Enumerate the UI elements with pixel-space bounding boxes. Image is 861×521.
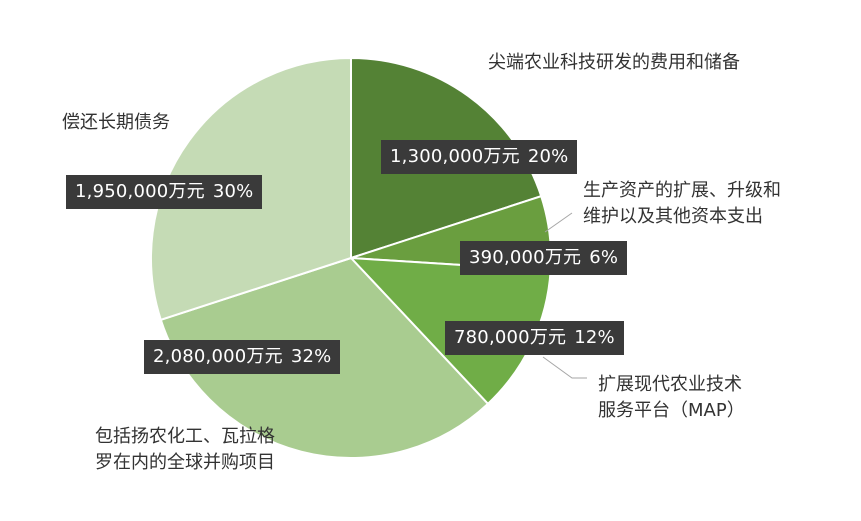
category-label-line: 尖端农业科技研发的费用和储备 — [488, 52, 740, 73]
data-label-1: 390,000万元 6% — [460, 241, 628, 275]
category-label-line: 扩展现代农业技术 — [598, 374, 742, 395]
category-label-line: 生产资产的扩展、升级和 — [583, 180, 781, 201]
category-label-0: 尖端农业科技研发的费用和储备 — [488, 50, 740, 76]
data-label-value: 780,000万元 — [454, 327, 567, 348]
category-label-line: 服务平台（MAP） — [598, 400, 745, 421]
data-label-value: 2,080,000万元 — [153, 346, 283, 367]
category-label-line: 包括扬农化工、瓦拉格 — [95, 426, 275, 447]
data-label-value: 1,300,000万元 — [390, 146, 520, 167]
category-label-4: 偿还长期债务 — [62, 110, 170, 136]
category-label-2: 扩展现代农业技术 服务平台（MAP） — [598, 372, 745, 424]
leader-line-2 — [542, 356, 587, 379]
leader-line-1 — [544, 212, 573, 233]
data-label-percent: 6% — [589, 247, 619, 268]
category-label-1: 生产资产的扩展、升级和 维护以及其他资本支出 — [583, 178, 781, 230]
data-label-percent: 20% — [527, 146, 569, 167]
category-label-line: 偿还长期债务 — [62, 112, 170, 133]
data-label-value: 390,000万元 — [469, 247, 582, 268]
data-label-percent: 30% — [212, 181, 254, 202]
data-label-percent: 32% — [290, 346, 332, 367]
category-label-3: 包括扬农化工、瓦拉格 罗在内的全球并购项目 — [95, 424, 275, 476]
data-label-percent: 12% — [574, 327, 615, 348]
data-label-0: 1,300,000万元 20% — [381, 140, 578, 174]
category-label-line: 罗在内的全球并购项目 — [95, 452, 275, 473]
data-label-value: 1,950,000万元 — [75, 181, 205, 202]
data-label-2: 780,000万元 12% — [445, 321, 624, 355]
data-label-3: 2,080,000万元 32% — [144, 340, 341, 374]
data-label-4: 1,950,000万元 30% — [66, 175, 263, 209]
category-label-line: 维护以及其他资本支出 — [583, 206, 763, 227]
